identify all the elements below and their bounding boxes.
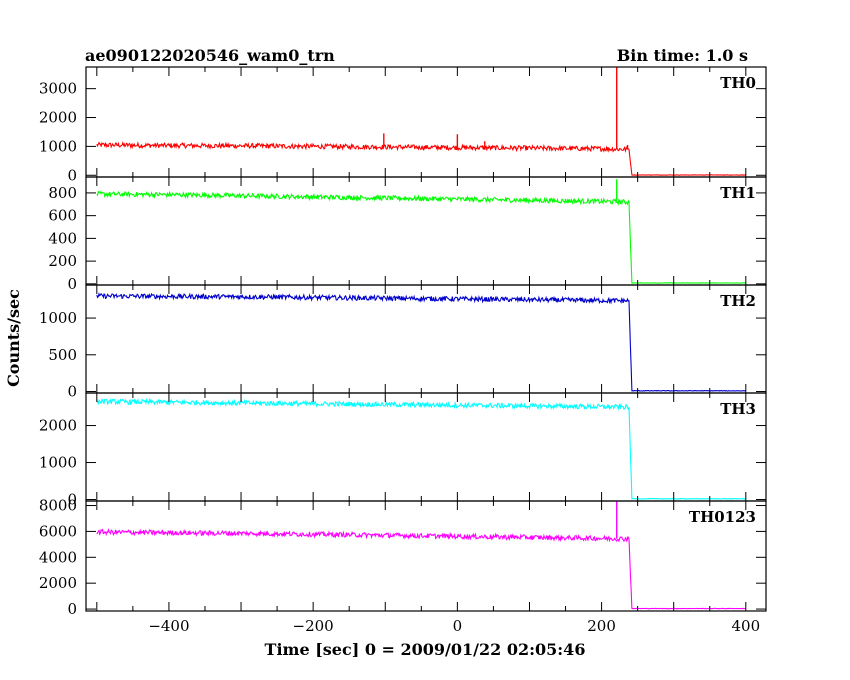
y-tick-label: 1000 <box>39 137 77 155</box>
y-tick-label: 0 <box>67 600 77 618</box>
y-tick-label: 0 <box>67 491 77 509</box>
x-axis-title: Time [sec] 0 = 2009/01/22 02:05:46 <box>265 640 586 659</box>
panel-th3: 0 1000 2000 TH3 <box>39 392 767 509</box>
series-line-th0123 <box>96 527 746 610</box>
y-tick-label: 0 <box>67 166 77 184</box>
y-axis-title: Counts/sec <box>4 289 23 387</box>
y-tick-label: 0 <box>67 383 77 401</box>
panel-th0: 0 1000 2000 3000 TH0 <box>39 66 767 184</box>
series-line-th1 <box>96 190 746 284</box>
x-tick-label: −200 <box>293 617 334 635</box>
y-tick-label: 2000 <box>39 109 77 127</box>
series-line-th0 <box>96 141 746 176</box>
panel-label-th1: TH1 <box>720 184 756 202</box>
panel-frame-th2 <box>85 284 767 394</box>
y-tick-label: 600 <box>48 207 77 225</box>
panel-frame-th0 <box>85 66 767 178</box>
x-tick-label: 200 <box>587 617 616 635</box>
panel-th0123: 0 2000 4000 6000 8000 TH0123 <box>39 497 767 618</box>
y-tick-label: 200 <box>48 252 77 270</box>
y-tick-label: 4000 <box>39 548 77 566</box>
y-tick-label: 0 <box>67 275 77 293</box>
y-tick-label: 800 <box>48 184 77 202</box>
y-tick-label: 2000 <box>39 417 77 435</box>
y-tick-label: 3000 <box>39 80 77 98</box>
panel-th2: 0 500 1000 TH2 <box>39 284 767 401</box>
bin-time-label: Bin time: 1.0 s <box>617 46 748 65</box>
y-tick-label: 8000 <box>39 497 77 515</box>
panel-frame-th0123 <box>85 500 767 612</box>
panel-label-th0123: TH0123 <box>689 508 756 526</box>
y-tick-label: 2000 <box>39 574 77 592</box>
x-tick-label: −400 <box>148 617 189 635</box>
panel-label-th0: TH0 <box>720 74 756 92</box>
x-tick-label: 400 <box>731 617 760 635</box>
panel-label-th2: TH2 <box>720 292 756 310</box>
y-tick-label: 400 <box>48 229 77 247</box>
y-tick-label: 1000 <box>39 309 77 327</box>
chart-title: ae090122020546_wam0_trn <box>85 46 335 65</box>
series-line-th3 <box>96 397 746 500</box>
y-tick-label: 1000 <box>39 454 77 472</box>
panel-frame-th3 <box>85 392 767 502</box>
panel-th1: 0 200 400 600 800 TH1 <box>48 176 767 293</box>
y-tick-label: 6000 <box>39 522 77 540</box>
panel-label-th3: TH3 <box>720 400 756 418</box>
y-tick-label: 500 <box>48 346 77 364</box>
x-tick-label: 0 <box>453 617 463 635</box>
series-line-th2 <box>96 292 747 392</box>
